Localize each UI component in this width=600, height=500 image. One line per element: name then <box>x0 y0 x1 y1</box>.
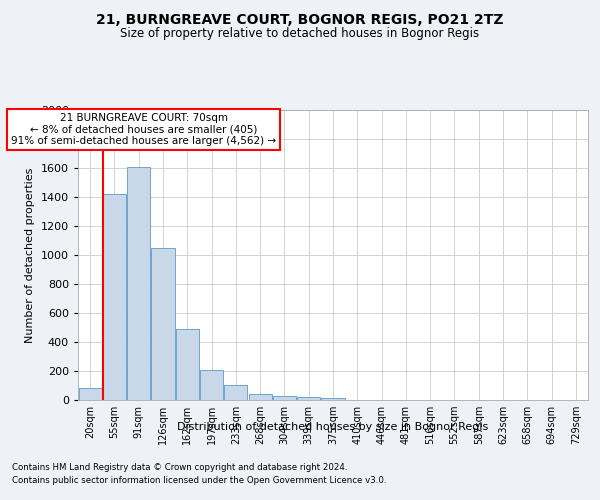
Bar <box>176 329 199 400</box>
Bar <box>248 394 272 400</box>
Bar <box>103 194 126 400</box>
Text: Distribution of detached houses by size in Bognor Regis: Distribution of detached houses by size … <box>178 422 488 432</box>
Bar <box>224 385 247 400</box>
Bar <box>79 388 101 400</box>
Text: Size of property relative to detached houses in Bognor Regis: Size of property relative to detached ho… <box>121 28 479 40</box>
Y-axis label: Number of detached properties: Number of detached properties <box>25 168 35 342</box>
Text: 21, BURNGREAVE COURT, BOGNOR REGIS, PO21 2TZ: 21, BURNGREAVE COURT, BOGNOR REGIS, PO21… <box>96 12 504 26</box>
Bar <box>273 396 296 400</box>
Bar <box>200 370 223 400</box>
Bar <box>297 397 320 400</box>
Text: Contains public sector information licensed under the Open Government Licence v3: Contains public sector information licen… <box>12 476 386 485</box>
Bar <box>151 248 175 400</box>
Bar <box>322 398 344 400</box>
Text: Contains HM Land Registry data © Crown copyright and database right 2024.: Contains HM Land Registry data © Crown c… <box>12 462 347 471</box>
Text: 21 BURNGREAVE COURT: 70sqm
← 8% of detached houses are smaller (405)
91% of semi: 21 BURNGREAVE COURT: 70sqm ← 8% of detac… <box>11 113 276 146</box>
Bar <box>127 166 150 400</box>
